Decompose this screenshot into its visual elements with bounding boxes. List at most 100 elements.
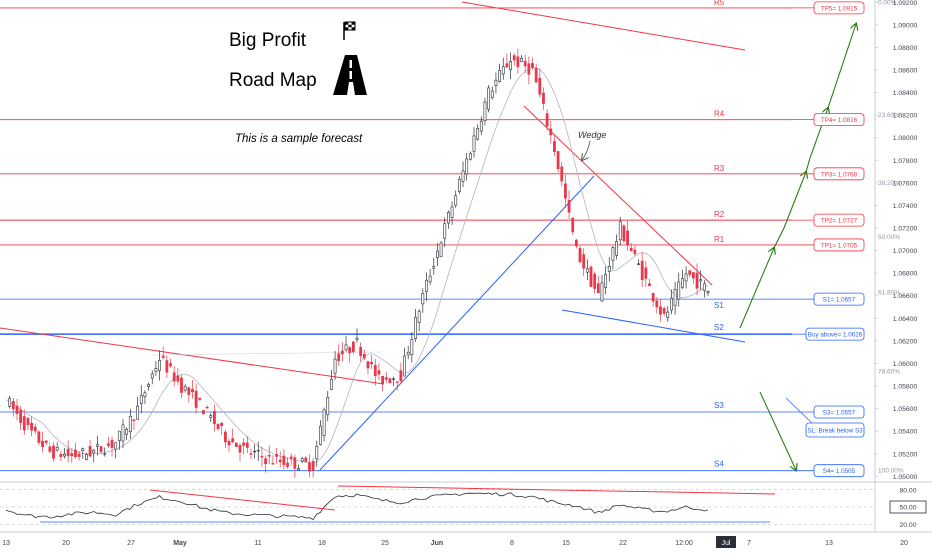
support-label-s1: S1 (714, 301, 724, 310)
candle-body (395, 381, 399, 383)
candle-body (611, 247, 615, 261)
target-labels[interactable]: TP5= 1.0915 TP4= 1.0816 TP3= 1.0768 TP2= 1.… (785, 1, 865, 478)
candle-body (688, 270, 692, 275)
time-tick-label: 27 (127, 540, 135, 547)
forecast-note: This is a sample forecast (235, 133, 363, 145)
candle-body (99, 446, 103, 452)
candle-body (699, 279, 703, 282)
candle-body (333, 358, 337, 374)
rsi-pane[interactable] (0, 485, 875, 525)
resistance-label-r1: R1 (714, 235, 725, 244)
candle-body (256, 449, 260, 452)
time-tick-label: 13 (825, 540, 833, 547)
candle-body (74, 449, 77, 457)
wedge-pointer (582, 140, 591, 160)
candle-body (421, 293, 425, 305)
candle-body (490, 90, 494, 98)
candle-body (70, 453, 74, 457)
target-label-s3: S3= 1.0557 (823, 410, 856, 417)
candle-body (19, 409, 23, 423)
fib-label: 78.60% (878, 368, 900, 375)
forecast-arrow-5[interactable] (759, 391, 796, 470)
rsi-tick-label: 20.00 (899, 522, 916, 529)
candle-body (505, 63, 509, 68)
price-pane[interactable] (0, 0, 875, 482)
trendlines (0, 1, 746, 471)
candle-body (571, 217, 575, 233)
price-tick-label: 1.07600 (893, 180, 918, 187)
forecast-arrows[interactable] (739, 24, 856, 470)
long-downtrend-line (0, 327, 385, 385)
candle-body (253, 450, 257, 453)
candle-body (403, 355, 406, 377)
candle-body (37, 431, 41, 443)
candle-body (677, 281, 681, 300)
candle-body (304, 457, 308, 462)
candle-body (640, 260, 644, 280)
candle-body (589, 266, 593, 287)
price-tick-label: 1.08400 (893, 90, 918, 97)
candle-body (194, 390, 198, 408)
candle-body (362, 353, 366, 359)
forecast-arrow-4[interactable] (831, 24, 856, 97)
resistance-label-r5: R5 (714, 0, 725, 7)
time-tick-label: 12:00 (675, 540, 693, 547)
candle-body (662, 308, 666, 314)
candle-body (450, 206, 454, 218)
target-label-s2: Buy above= 1.0626 (808, 332, 863, 339)
price-tick-label: 1.09200 (893, 0, 918, 7)
forecast-arrow-joint (827, 95, 833, 109)
price-tick-label: 1.06000 (893, 361, 918, 368)
candle-body (706, 290, 710, 294)
candle-body (392, 378, 395, 380)
candle-body (681, 278, 684, 288)
candle-body (59, 454, 63, 458)
candle-body (655, 300, 659, 308)
candle-body (136, 405, 140, 420)
price-tick-label: 1.07200 (893, 226, 918, 233)
price-tick-label: 1.06600 (893, 293, 918, 300)
candle-body (498, 70, 501, 82)
candle-body (560, 166, 564, 182)
candle-body (666, 311, 670, 318)
candle-body (81, 448, 85, 451)
candle-body (121, 424, 125, 442)
forecast-arrow-1[interactable] (739, 248, 774, 329)
candle-body (384, 377, 388, 380)
price-tick-label: 1.06800 (893, 271, 918, 278)
candle-body (66, 448, 70, 457)
wedge-upper-line (523, 105, 713, 286)
price-tick-label: 1.05800 (893, 384, 918, 391)
candle-body (223, 431, 227, 443)
candle-body (520, 57, 523, 62)
current-date-label: Jul (722, 540, 731, 547)
candle-body (351, 341, 355, 352)
rsi-line (5, 492, 709, 521)
candle-body (659, 306, 662, 315)
candle-body (461, 170, 465, 182)
candle-body (366, 361, 370, 369)
target-label-r3: TP3= 1.0768 (821, 171, 858, 178)
candle-body (264, 458, 267, 465)
candle-body (556, 151, 560, 170)
candle-body (399, 370, 403, 382)
candle-body (326, 397, 330, 416)
candle-body (286, 462, 289, 467)
fibonacci-labels: 0.00% 23.60% 38.20% 50.00% 61.80% 78.60% 100.0… (878, 0, 904, 475)
candle-body (322, 409, 326, 436)
forecast-arrow-2[interactable] (783, 172, 806, 229)
candle-body (150, 373, 154, 379)
stop-loss-box[interactable] (805, 422, 865, 438)
candle-body (472, 135, 476, 152)
candle-body (578, 248, 582, 263)
fib-label: 61.80% (878, 289, 900, 296)
forecast-arrow-joint (773, 227, 785, 249)
candle-body (596, 283, 600, 294)
candle-body (238, 445, 242, 453)
candle-body (527, 63, 531, 75)
heading-title-line1: Big Profit (229, 30, 307, 51)
candle-body (315, 446, 319, 460)
time-tick-label: May (173, 540, 187, 547)
